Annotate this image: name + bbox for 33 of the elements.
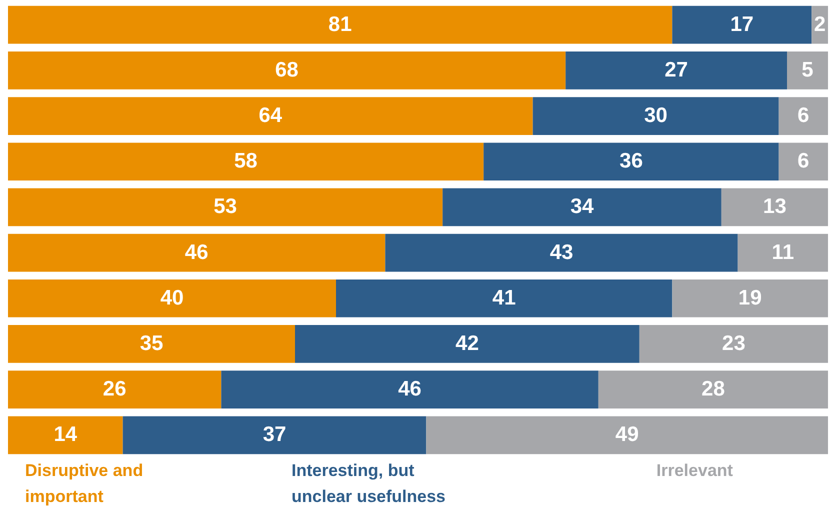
data-label: 2 (814, 12, 826, 36)
data-label: 37 (262, 423, 286, 446)
data-label: 46 (398, 378, 422, 401)
data-label: 43 (550, 240, 574, 264)
data-label: 34 (570, 195, 594, 218)
data-label: 23 (722, 332, 746, 355)
data-label: 46 (184, 240, 208, 264)
data-label: 40 (160, 286, 184, 310)
series-label: Irrelevant (656, 461, 734, 480)
data-label: 5 (802, 58, 814, 82)
data-label: 13 (763, 195, 786, 218)
data-label: 19 (738, 286, 762, 310)
data-label: 58 (234, 150, 258, 173)
data-label: 41 (492, 286, 516, 310)
data-label: 26 (102, 378, 126, 401)
series-label: Disruptive and important (25, 461, 144, 506)
data-label: 81 (328, 12, 352, 36)
data-label: 6 (798, 150, 810, 173)
data-label: 68 (275, 58, 299, 82)
data-label: 11 (772, 240, 794, 264)
data-label: 35 (140, 332, 164, 355)
data-label: 17 (730, 12, 754, 36)
data-label: 30 (644, 104, 668, 128)
data-label: 36 (620, 150, 643, 173)
data-label: 42 (456, 332, 479, 355)
data-label: 64 (258, 104, 282, 128)
data-label: 28 (702, 378, 726, 401)
data-label: 27 (664, 58, 688, 82)
data-label: 53 (214, 195, 237, 218)
data-label: 6 (798, 104, 810, 128)
series-label: Interesting, but unclear usefulness (292, 461, 446, 506)
data-label: 14 (54, 423, 78, 446)
data-label: 49 (615, 423, 639, 446)
